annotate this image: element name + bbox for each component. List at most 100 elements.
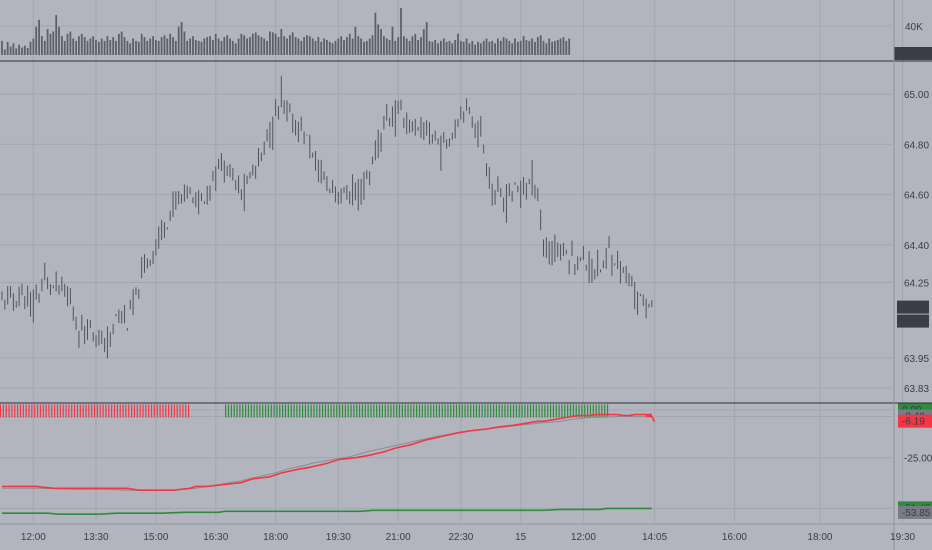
indicator-axis-tick: -25.00 <box>904 454 932 465</box>
volume-bar <box>425 22 428 56</box>
volume-bar <box>58 26 60 55</box>
volume-bar <box>137 41 140 55</box>
volume-bar <box>340 36 343 55</box>
volume-bar <box>508 40 511 55</box>
volume-bar <box>539 35 542 55</box>
volume-bar <box>479 43 482 56</box>
indicator-badge-label: -53.85 <box>902 508 931 519</box>
panel-separators[interactable] <box>0 60 932 404</box>
volume-bar <box>277 37 280 55</box>
volume-bar <box>471 40 474 55</box>
volume-bar <box>118 33 120 55</box>
volume-bar <box>152 36 154 55</box>
volume-bar <box>554 40 556 55</box>
volume-bar <box>437 43 439 56</box>
volume-bar <box>140 33 143 55</box>
volume-bar <box>482 40 485 55</box>
volume-bar <box>69 31 72 55</box>
volume-bar <box>320 41 323 55</box>
volume-bar <box>511 43 514 56</box>
volume-bar <box>120 31 123 55</box>
volume-bar <box>132 38 134 55</box>
volume-bar <box>243 35 246 55</box>
volume-bar <box>203 38 206 55</box>
volume-bar <box>214 33 217 55</box>
volume-panel: 40K 2.515K <box>1 8 932 60</box>
volume-bar <box>394 40 397 55</box>
volume-bar <box>377 24 380 55</box>
volume-bar <box>289 35 291 55</box>
volume-bar <box>405 38 408 55</box>
volume-bar <box>49 33 52 55</box>
time-axis-tick: 16:00 <box>722 532 747 543</box>
volume-bar <box>308 36 311 55</box>
indicator-badge-bg <box>898 414 932 428</box>
volume-bar <box>212 40 214 55</box>
price-axis-tick: 64.25 <box>904 278 929 289</box>
price-axis-tick: 64.80 <box>904 140 929 151</box>
volume-bar <box>237 38 240 55</box>
volume-bar <box>559 38 562 55</box>
countdown-badge: 02:49 <box>903 317 928 328</box>
volume-bar <box>380 29 382 55</box>
volume-bar <box>514 38 516 55</box>
volume-bar <box>556 40 559 55</box>
price-axis-tick: 65.00 <box>904 90 929 101</box>
volume-bar <box>297 38 300 55</box>
volume-bar <box>78 36 80 55</box>
volume-bar <box>431 41 434 55</box>
volume-bar <box>303 37 305 55</box>
volume-bar <box>21 47 23 55</box>
volume-bar <box>360 38 362 55</box>
volume-bar <box>257 35 260 55</box>
volume-bar <box>434 40 437 55</box>
volume-bar <box>206 37 209 55</box>
volume-bar <box>517 41 519 55</box>
volume-bar <box>100 38 103 55</box>
volume-bar <box>388 40 391 55</box>
volume-bar <box>223 37 226 55</box>
volume-bar <box>52 31 55 55</box>
volume-bar <box>129 43 132 56</box>
volume-bar <box>536 37 539 55</box>
volume-bar <box>354 26 357 55</box>
volume-bar <box>26 48 29 55</box>
volume-bar <box>189 38 191 55</box>
volume-bar <box>15 48 18 55</box>
volume-bar <box>186 40 189 55</box>
volume-bar <box>477 41 479 55</box>
volume-bar <box>220 40 223 55</box>
volume-bar <box>331 43 334 56</box>
price-axis-tick: 63.83 <box>904 384 929 395</box>
volume-bar <box>23 45 26 55</box>
volume-bar <box>274 33 277 55</box>
volume-bar <box>41 36 43 55</box>
volume-bar <box>365 40 368 55</box>
volume-bar <box>326 40 328 55</box>
volume-bar <box>66 33 69 55</box>
volume-bar <box>172 37 174 55</box>
volume-bar <box>251 33 254 55</box>
volume-bar <box>497 38 499 55</box>
volume-bar <box>348 33 351 55</box>
gray-signal-line <box>2 416 652 491</box>
volume-bar <box>323 38 325 55</box>
volume-bar <box>143 37 146 55</box>
volume-bar <box>337 38 340 55</box>
volume-bar <box>260 37 263 55</box>
volume-bar <box>9 46 12 55</box>
price-axis-tick: 64.40 <box>904 241 929 252</box>
volume-bar <box>177 26 180 55</box>
volume-bar <box>491 40 494 55</box>
volume-bar <box>254 32 257 55</box>
volume-bar <box>109 40 112 55</box>
volume-last-badge-bg <box>894 47 932 60</box>
volume-bar <box>286 38 288 55</box>
volume-bar <box>197 40 200 55</box>
volume-bar <box>155 40 157 55</box>
volume-bar <box>291 32 294 55</box>
time-axis-tick: 19:30 <box>326 532 351 543</box>
volume-bar <box>462 41 465 55</box>
volume-bar <box>146 40 149 55</box>
